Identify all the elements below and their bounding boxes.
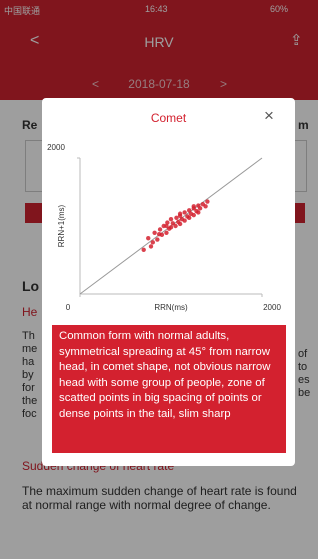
point (198, 206, 202, 210)
point (203, 204, 207, 208)
point (173, 224, 177, 228)
point (182, 218, 186, 222)
point (149, 244, 153, 248)
modal: Comet × RRN(ms) RRN+1(ms) 0 2000 2000 Comm… (42, 98, 295, 466)
point (178, 212, 182, 216)
point (152, 231, 156, 235)
close-button[interactable]: × (264, 106, 274, 126)
modal-title: Comet (42, 111, 295, 125)
description: Common form with normal adults, symmetri… (52, 325, 286, 453)
point (158, 227, 162, 231)
point (205, 199, 209, 203)
point (192, 204, 196, 208)
y-label: RRN+1(ms) (57, 204, 66, 247)
y-tick-label: 2000 (47, 143, 65, 152)
x-label: RRN(ms) (154, 303, 188, 312)
point (196, 210, 200, 214)
comet-chart: RRN(ms) RRN+1(ms) 0 2000 2000 (42, 138, 295, 318)
point (164, 224, 168, 228)
point (169, 225, 173, 229)
point (151, 240, 155, 244)
point (178, 222, 182, 226)
point (157, 232, 161, 236)
point (155, 237, 159, 241)
screen: {"status_bar": {"carrier": "中国联通", "time… (0, 0, 318, 559)
point (187, 216, 191, 220)
point (142, 248, 146, 252)
x-tick-label: 2000 (263, 303, 281, 312)
point (169, 217, 173, 221)
point (182, 210, 186, 214)
x-tick-label: 0 (66, 303, 71, 312)
point (164, 231, 168, 235)
point (146, 236, 150, 240)
point (192, 213, 196, 217)
